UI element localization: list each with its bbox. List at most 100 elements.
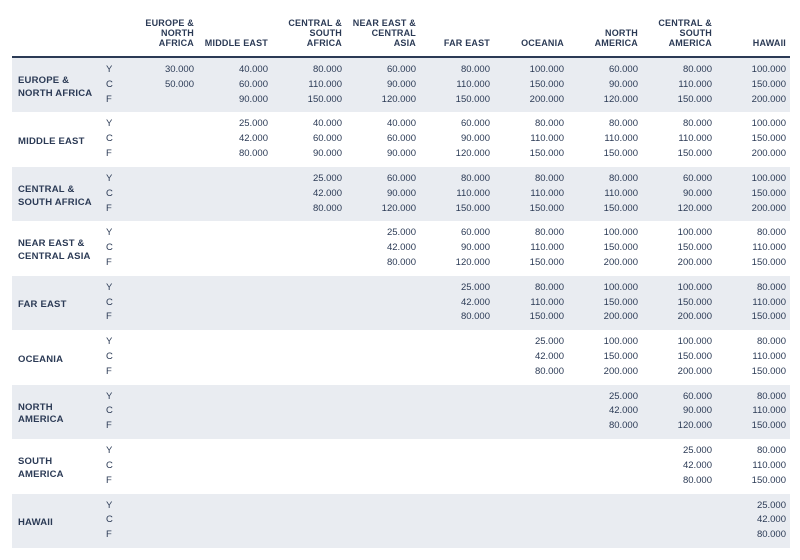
cell-value: 150.000 — [716, 132, 790, 147]
cell-value: 80.000 — [568, 112, 642, 132]
cell-value — [420, 365, 494, 385]
cell-value — [346, 494, 420, 514]
cell-value: 42.000 — [272, 187, 346, 202]
cell-value: 200.000 — [716, 93, 790, 113]
cell-value: 120.000 — [346, 93, 420, 113]
cell-value — [198, 276, 272, 296]
cell-value — [198, 350, 272, 365]
class-label: F — [104, 256, 124, 276]
class-label: F — [104, 419, 124, 439]
cell-value: 200.000 — [642, 310, 716, 330]
table-header: EUROPE & NORTH AFRICA MIDDLE EAST CENTRA… — [12, 12, 790, 57]
cell-value — [346, 310, 420, 330]
cell-value: 60.000 — [272, 132, 346, 147]
cell-value: 150.000 — [568, 350, 642, 365]
cell-value: 150.000 — [716, 474, 790, 494]
cell-value: 60.000 — [420, 221, 494, 241]
cell-value: 60.000 — [346, 132, 420, 147]
row-header: FAR EAST — [12, 276, 104, 330]
cell-value — [124, 187, 198, 202]
class-label: C — [104, 78, 124, 93]
cell-value: 150.000 — [494, 256, 568, 276]
row-header: NEAR EAST & CENTRAL ASIA — [12, 221, 104, 275]
class-label: Y — [104, 494, 124, 514]
cell-value: 100.000 — [716, 167, 790, 187]
cell-value — [420, 459, 494, 474]
cell-value: 42.000 — [494, 350, 568, 365]
cell-value — [272, 241, 346, 256]
cell-value — [272, 474, 346, 494]
cell-value — [198, 365, 272, 385]
cell-value: 60.000 — [420, 112, 494, 132]
cell-value — [494, 404, 568, 419]
cell-value: 150.000 — [716, 419, 790, 439]
miles-award-table: EUROPE & NORTH AFRICA MIDDLE EAST CENTRA… — [12, 12, 790, 548]
cell-value: 110.000 — [568, 187, 642, 202]
cell-value — [198, 310, 272, 330]
cell-value: 150.000 — [568, 202, 642, 222]
cell-value — [494, 474, 568, 494]
cell-value: 110.000 — [568, 132, 642, 147]
cell-value: 25.000 — [198, 112, 272, 132]
cell-value: 90.000 — [198, 93, 272, 113]
cell-value: 80.000 — [272, 57, 346, 78]
cell-value — [198, 296, 272, 311]
cell-value: 25.000 — [346, 221, 420, 241]
class-label: F — [104, 147, 124, 167]
cell-value: 110.000 — [716, 404, 790, 419]
cell-value — [272, 330, 346, 350]
cell-value: 25.000 — [642, 439, 716, 459]
cell-value: 110.000 — [642, 132, 716, 147]
cell-value: 150.000 — [568, 296, 642, 311]
cell-value: 40.000 — [272, 112, 346, 132]
cell-value — [124, 276, 198, 296]
cell-value: 40.000 — [198, 57, 272, 78]
cell-value: 42.000 — [420, 296, 494, 311]
cell-value: 42.000 — [198, 132, 272, 147]
cell-value: 25.000 — [568, 385, 642, 405]
cell-value: 80.000 — [346, 256, 420, 276]
class-label: C — [104, 132, 124, 147]
cell-value: 100.000 — [642, 221, 716, 241]
cell-value: 110.000 — [420, 78, 494, 93]
cell-value — [124, 202, 198, 222]
cell-value — [272, 513, 346, 528]
class-label: C — [104, 404, 124, 419]
table-row-group: NEAR EAST & CENTRAL ASIAY25.00060.00080.… — [12, 221, 790, 275]
cell-value — [124, 404, 198, 419]
cell-value — [124, 528, 198, 548]
cell-value: 80.000 — [716, 385, 790, 405]
cell-value: 90.000 — [420, 132, 494, 147]
table-row-group: OCEANIAY25.000100.000100.00080.000C42.00… — [12, 330, 790, 384]
cell-value — [642, 513, 716, 528]
cell-value — [642, 528, 716, 548]
cell-value: 80.000 — [494, 276, 568, 296]
cell-value: 110.000 — [494, 296, 568, 311]
cell-value — [494, 494, 568, 514]
cell-value: 200.000 — [716, 202, 790, 222]
table-row-group: EUROPE & NORTH AFRICAY30.00040.00080.000… — [12, 57, 790, 112]
col-header: EUROPE & NORTH AFRICA — [124, 12, 198, 57]
cell-value: 30.000 — [124, 57, 198, 78]
cell-value: 80.000 — [642, 57, 716, 78]
cell-value — [124, 419, 198, 439]
cell-value: 150.000 — [716, 187, 790, 202]
class-label: F — [104, 310, 124, 330]
table-row-group: NORTH AMERICAY25.00060.00080.000C42.0009… — [12, 385, 790, 439]
cell-value: 80.000 — [568, 419, 642, 439]
cell-value: 80.000 — [716, 439, 790, 459]
cell-value: 90.000 — [568, 78, 642, 93]
cell-value — [198, 494, 272, 514]
cell-value: 110.000 — [494, 187, 568, 202]
cell-value — [346, 419, 420, 439]
cell-value: 80.000 — [198, 147, 272, 167]
cell-value: 90.000 — [420, 241, 494, 256]
cell-value — [124, 330, 198, 350]
cell-value: 110.000 — [716, 296, 790, 311]
cell-value: 80.000 — [716, 276, 790, 296]
row-header: HAWAII — [12, 494, 104, 548]
row-header: CENTRAL & SOUTH AFRICA — [12, 167, 104, 221]
cell-value: 42.000 — [568, 404, 642, 419]
cell-value: 200.000 — [568, 365, 642, 385]
cell-value: 60.000 — [642, 167, 716, 187]
